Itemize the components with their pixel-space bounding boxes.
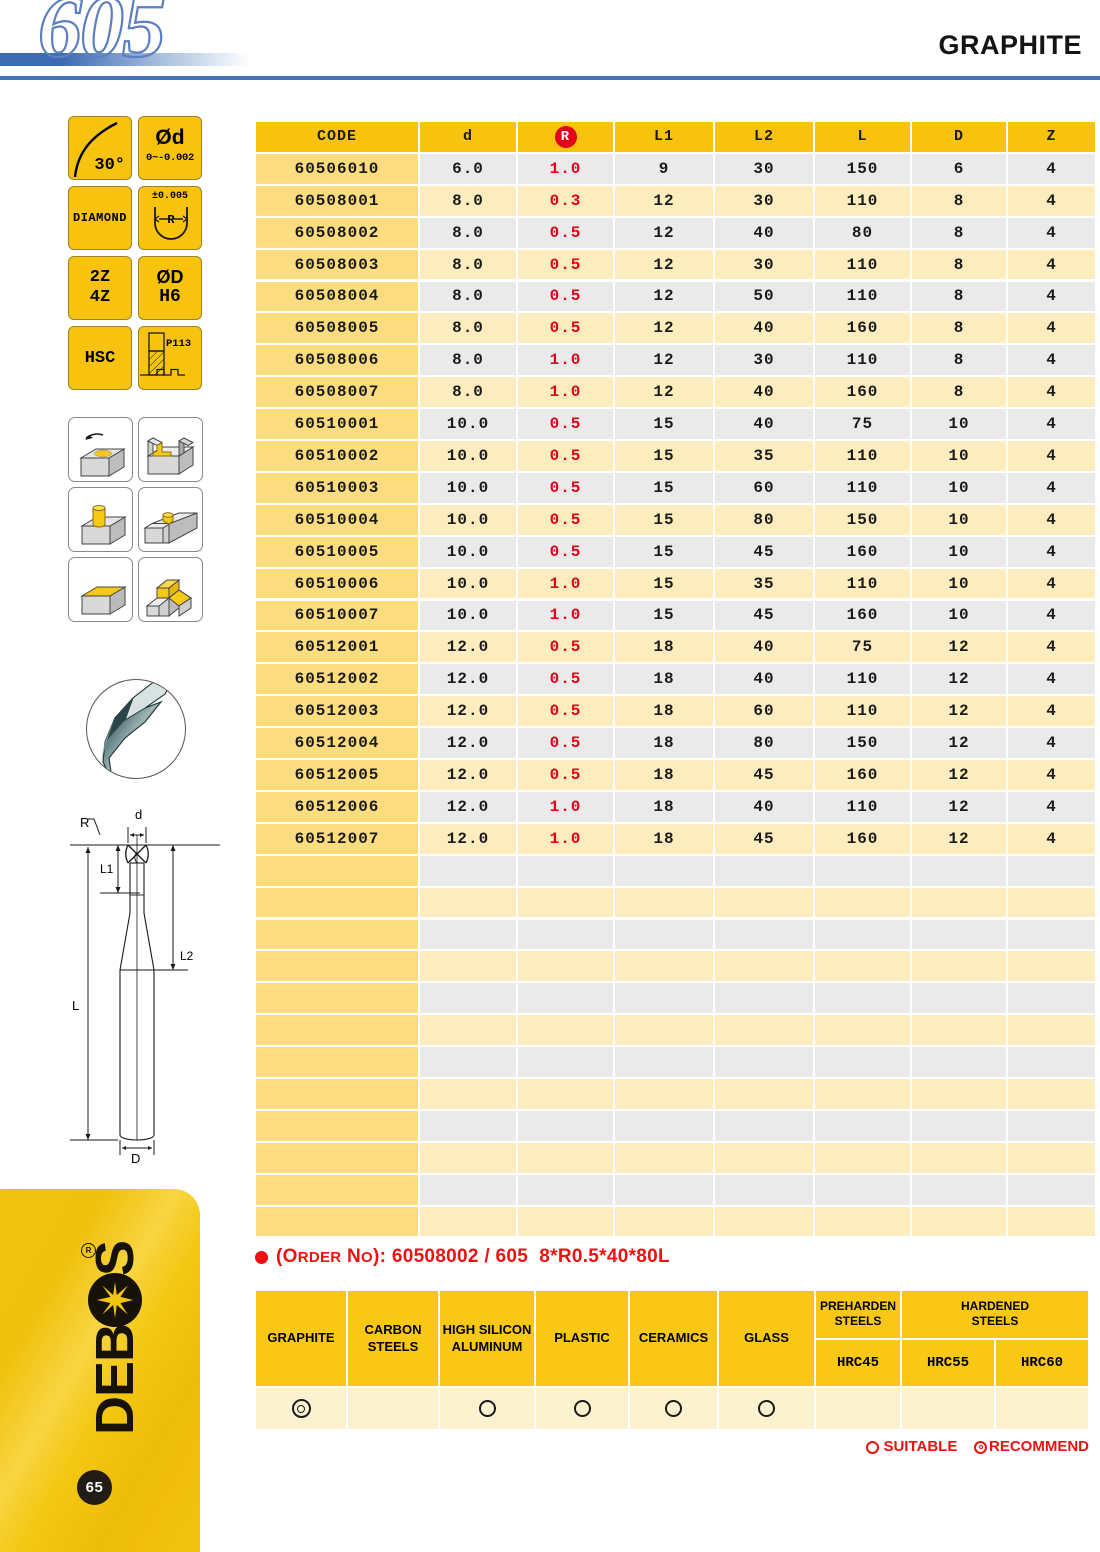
svg-text:D: D: [131, 1151, 140, 1165]
svg-text:P113: P113: [166, 338, 191, 350]
svg-text:d: d: [135, 807, 142, 822]
svg-text:L2: L2: [180, 949, 194, 963]
svg-text:L1: L1: [100, 862, 114, 876]
svg-text:R: R: [167, 213, 175, 227]
svg-text:R: R: [80, 815, 89, 830]
svg-text:L: L: [72, 998, 79, 1013]
